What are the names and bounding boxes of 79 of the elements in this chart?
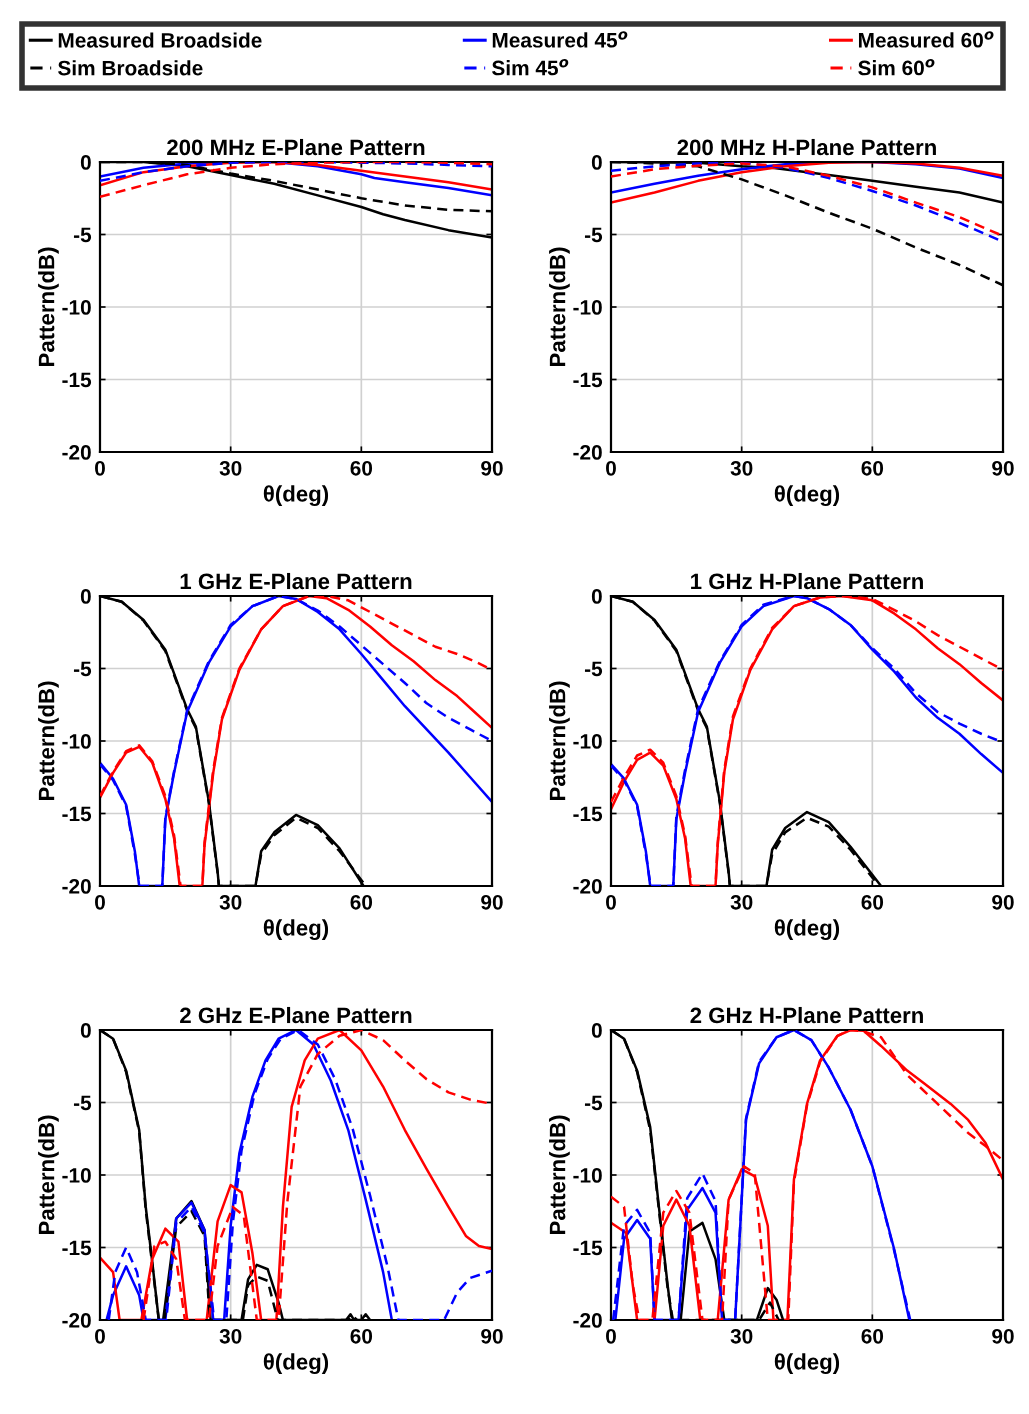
- y-axis-title: Pattern(dB): [38, 247, 59, 366]
- y-tick-label: -10: [573, 1168, 602, 1183]
- y-axis-title: Pattern(dB): [549, 247, 570, 366]
- y-axis-title: Pattern(dB): [549, 681, 570, 800]
- x-tick-label: 30: [219, 1328, 242, 1344]
- y-tick-label: -5: [584, 227, 603, 243]
- chart-title: 1 GHz H-Plane Pattern: [691, 572, 923, 590]
- x-tick-label: 60: [350, 460, 373, 476]
- x-tick-label: 0: [95, 1328, 105, 1344]
- x-tick-label: 90: [992, 1328, 1014, 1344]
- y-tick-label: 0: [80, 155, 91, 170]
- y-tick-label: -20: [573, 445, 602, 460]
- y-tick-label: -20: [62, 879, 91, 894]
- legend-label: Sim Broadside: [58, 60, 203, 76]
- legend-label: Measured 45$^{o}$: [492, 31, 628, 48]
- y-tick-label: -10: [573, 734, 602, 749]
- y-tick-label: -10: [573, 300, 602, 315]
- y-tick-label: 0: [591, 1023, 602, 1038]
- x-tick-label: 90: [992, 894, 1014, 910]
- y-tick-label: -5: [584, 1095, 603, 1111]
- y-tick-label: -20: [62, 1313, 91, 1328]
- x-axis-title: θ(deg): [263, 1353, 329, 1375]
- y-tick-label: -15: [573, 1240, 603, 1256]
- x-tick-label: 30: [730, 1328, 753, 1344]
- y-tick-label: -10: [62, 300, 91, 315]
- y-axis-title: Pattern(dB): [549, 1115, 570, 1234]
- y-tick-label: 0: [80, 589, 91, 604]
- x-axis-title: θ(deg): [774, 1353, 840, 1375]
- y-tick-label: -5: [73, 1095, 92, 1111]
- y-tick-label: -15: [62, 806, 92, 822]
- x-axis-title: θ(deg): [263, 919, 329, 941]
- y-tick-label: 0: [591, 155, 602, 170]
- y-tick-label: -20: [573, 879, 602, 894]
- y-tick-label: -20: [62, 445, 91, 460]
- x-tick-label: 30: [730, 460, 753, 476]
- y-tick-label: 0: [80, 1023, 91, 1038]
- x-tick-label: 60: [861, 460, 884, 476]
- y-tick-label: -10: [62, 734, 91, 749]
- y-tick-label: -5: [73, 227, 92, 243]
- chart-title: 2 GHz H-Plane Pattern: [690, 1006, 923, 1024]
- x-tick-label: 90: [481, 460, 503, 476]
- legend-label: Sim 45$^{o}$: [492, 59, 569, 76]
- y-tick-label: -15: [62, 372, 92, 388]
- x-tick-label: 0: [606, 460, 616, 476]
- x-tick-label: 60: [350, 894, 373, 910]
- x-tick-label: 0: [606, 894, 616, 910]
- line-series: [611, 1030, 1003, 1320]
- x-axis-title: θ(deg): [774, 485, 840, 507]
- chart-title: 2 GHz E-Plane Pattern: [180, 1006, 412, 1024]
- x-tick-label: 30: [730, 894, 753, 910]
- y-tick-label: -5: [73, 661, 92, 677]
- y-tick-label: -20: [573, 1313, 602, 1328]
- chart-title: 1 GHz E-Plane Pattern: [180, 572, 412, 590]
- y-axis-title: Pattern(dB): [38, 681, 59, 800]
- x-axis-title: θ(deg): [774, 919, 840, 941]
- x-tick-label: 60: [861, 894, 884, 910]
- y-tick-label: 0: [591, 589, 602, 604]
- chart-title: 200 MHz E-Plane Pattern: [167, 138, 425, 156]
- legend-label: Sim 60$^{o}$: [858, 59, 935, 76]
- y-tick-label: -15: [62, 1240, 92, 1256]
- x-tick-label: 0: [95, 894, 105, 910]
- x-axis-title: θ(deg): [263, 485, 329, 507]
- x-tick-label: 60: [861, 1328, 884, 1344]
- x-tick-label: 30: [219, 894, 242, 910]
- x-tick-label: 0: [606, 1328, 616, 1344]
- legend-label: Measured Broadside: [58, 32, 262, 48]
- y-tick-label: -10: [62, 1168, 91, 1183]
- chart-title: 200 MHz H-Plane Pattern: [677, 138, 936, 156]
- y-tick-label: -5: [584, 661, 603, 677]
- legend-label: Measured 60$^{o}$: [858, 31, 994, 48]
- y-tick-label: -15: [573, 372, 603, 388]
- x-tick-label: 90: [481, 1328, 503, 1344]
- y-tick-label: -15: [573, 806, 603, 822]
- y-axis-title: Pattern(dB): [38, 1115, 59, 1234]
- x-tick-label: 0: [95, 460, 105, 476]
- x-tick-label: 90: [481, 894, 503, 910]
- x-tick-label: 60: [350, 1328, 373, 1344]
- x-tick-label: 30: [219, 460, 242, 476]
- x-tick-label: 90: [992, 460, 1014, 476]
